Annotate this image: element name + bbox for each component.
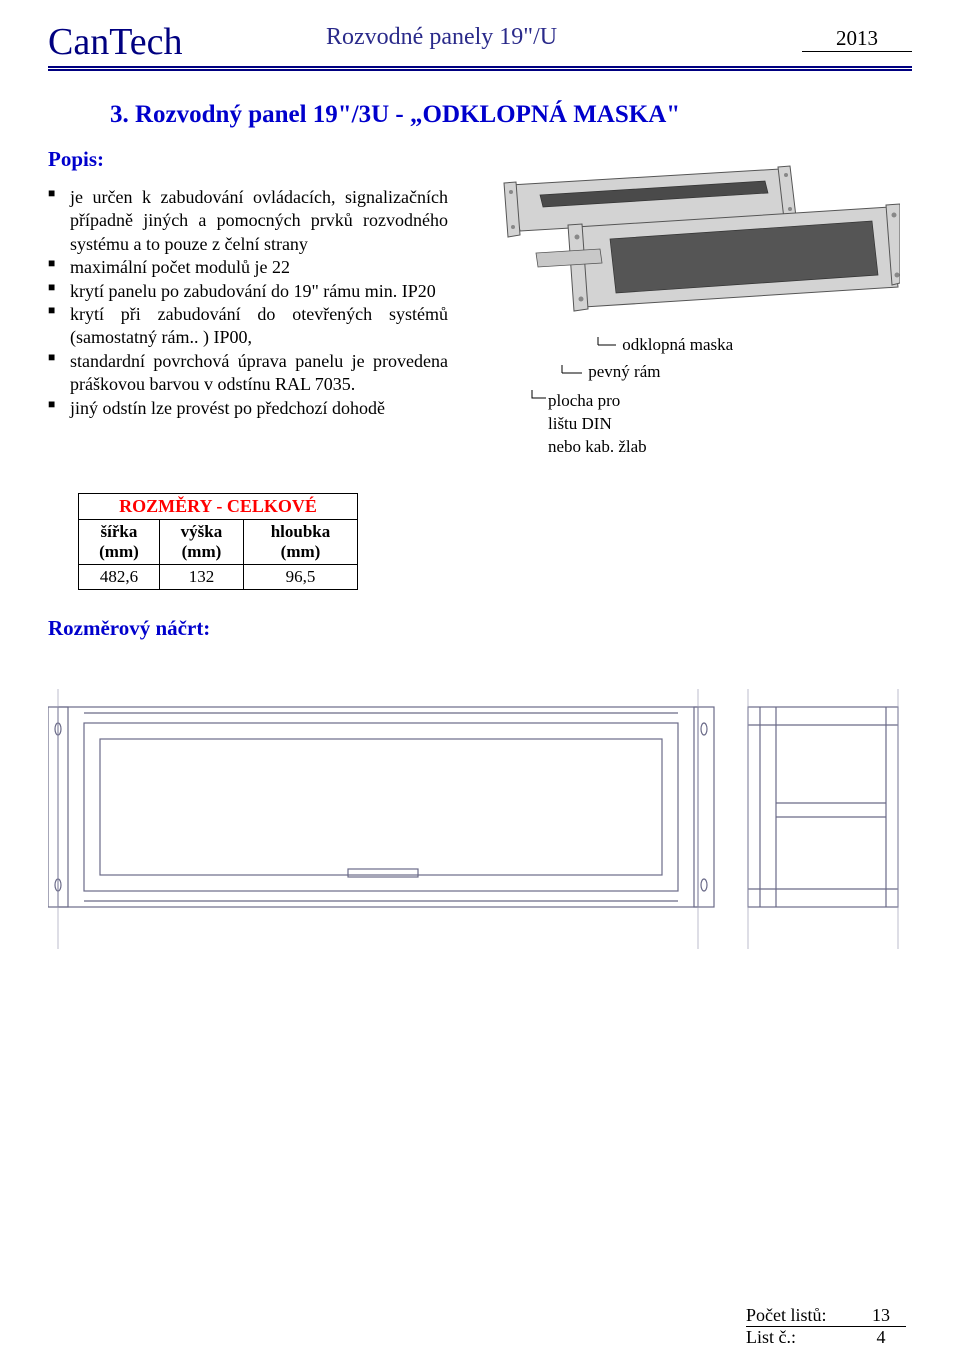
section-title: 3. Rozvodný panel 19"/3U - „ODKLOPNÁ MAS… bbox=[110, 101, 912, 129]
page-header: CanTech Rozvodné panely 19"/U 2013 bbox=[48, 20, 912, 71]
page-footer: Počet listů: 13 List č.: 4 bbox=[746, 1305, 906, 1348]
table-title: ROZMĚRY - CELKOVÉ bbox=[78, 493, 358, 519]
callout-plate: plocha pro lištu DIN nebo kab. žlab bbox=[516, 390, 912, 459]
figure-column: odklopná maska pevný rám plocha pro lišt… bbox=[480, 147, 912, 459]
table-header: hloubka (mm) bbox=[244, 519, 358, 564]
doc-year: 2013 bbox=[802, 20, 912, 52]
popis-heading: Popis: bbox=[48, 147, 448, 172]
table-header: výška (mm) bbox=[159, 519, 243, 564]
dimensions-table-wrap: ROZMĚRY - CELKOVÉ šířka (mm) výška (mm) … bbox=[78, 493, 358, 590]
doc-title: Rozvodné panely 19"/U bbox=[318, 20, 802, 51]
list-item: krytí při zabudování do otevřených systé… bbox=[48, 303, 448, 350]
table-cell: 132 bbox=[159, 564, 243, 589]
list-item: je určen k zabudování ovládacích, signal… bbox=[48, 186, 448, 256]
panel-3d-illustration bbox=[480, 157, 900, 327]
footer-pages-value: 13 bbox=[856, 1305, 906, 1327]
list-item: jiný odstín lze provést po předchozí doh… bbox=[48, 397, 448, 420]
table-cell: 482,6 bbox=[79, 564, 160, 589]
bullet-list: je určen k zabudování ovládacích, signal… bbox=[48, 186, 448, 420]
table-header: šířka (mm) bbox=[79, 519, 160, 564]
list-item: maximální počet modulů je 22 bbox=[48, 256, 448, 279]
callout-mask: odklopná maska bbox=[580, 334, 912, 357]
footer-sheet-value: 4 bbox=[856, 1327, 906, 1348]
footer-sheet-label: List č.: bbox=[746, 1327, 856, 1348]
callout-frame: pevný rám bbox=[544, 361, 912, 384]
table-cell: 96,5 bbox=[244, 564, 358, 589]
description-column: Popis: je určen k zabudování ovládacích,… bbox=[48, 147, 448, 459]
dimension-sketch bbox=[48, 649, 910, 1069]
list-item: standardní povrchová úprava panelu je pr… bbox=[48, 350, 448, 397]
list-item: krytí panelu po zabudování do 19" rámu m… bbox=[48, 280, 448, 303]
brand: CanTech bbox=[48, 20, 318, 64]
dimensions-table: šířka (mm) výška (mm) hloubka (mm) 482,6… bbox=[78, 519, 358, 590]
callout-labels: odklopná maska pevný rám plocha pro lišt… bbox=[480, 334, 912, 459]
sketch-heading: Rozměrový náčrt: bbox=[48, 616, 912, 641]
footer-pages-label: Počet listů: bbox=[746, 1305, 856, 1327]
